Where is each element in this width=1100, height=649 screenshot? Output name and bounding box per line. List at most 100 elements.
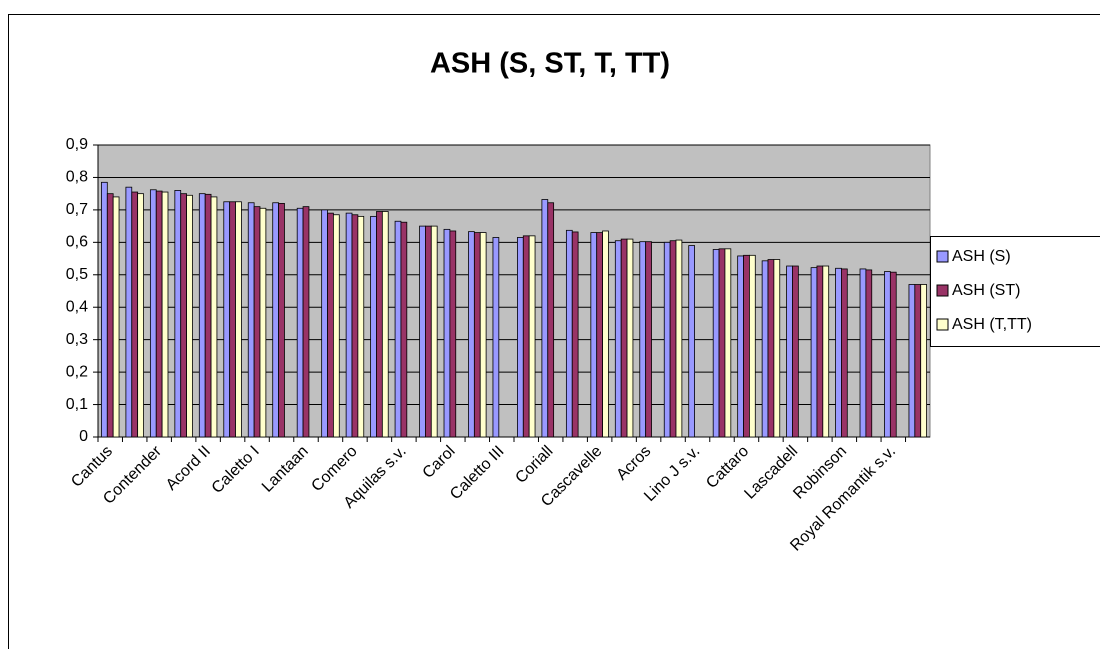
legend-swatch (936, 284, 949, 297)
bar (223, 201, 231, 438)
y-tick-label: 0,1 (66, 396, 88, 413)
bar (253, 206, 261, 438)
bar (443, 228, 451, 438)
y-tick-label: 0,4 (66, 298, 88, 315)
bar (884, 271, 891, 438)
bar (186, 194, 193, 438)
bar (149, 189, 157, 438)
bar (425, 225, 432, 438)
bar (345, 212, 353, 438)
bar (773, 259, 781, 438)
bar (767, 259, 775, 438)
bar (889, 271, 897, 438)
bar (688, 245, 695, 438)
bar (602, 230, 609, 438)
bar (718, 248, 726, 438)
bar (614, 240, 622, 438)
bar (468, 231, 475, 438)
bar (920, 284, 927, 438)
bar (743, 254, 750, 438)
y-tick-label: 0,3 (66, 331, 88, 348)
bar (259, 207, 267, 438)
bar (822, 265, 830, 438)
bar (235, 201, 242, 438)
plot-area (97, 144, 931, 438)
legend-label: ASH (S) (952, 248, 1011, 265)
legend-swatch (936, 318, 949, 331)
bar (816, 265, 824, 438)
bar (517, 237, 524, 438)
bar (155, 190, 163, 438)
bar (370, 215, 377, 438)
bar (761, 260, 769, 438)
bar (419, 225, 426, 438)
bar (810, 267, 818, 438)
bar (327, 212, 334, 438)
bar (571, 231, 579, 438)
legend-box (930, 236, 1100, 347)
bar (131, 191, 139, 438)
bar (914, 284, 922, 438)
legend-label: ASH (ST) (952, 282, 1020, 299)
legend-label: ASH (T,TT) (952, 316, 1032, 333)
y-tick-label: 0,5 (66, 266, 88, 283)
bar (174, 190, 182, 438)
bar (204, 193, 212, 438)
bar (247, 202, 255, 438)
bar (321, 209, 328, 438)
bar (528, 235, 536, 438)
bar (449, 230, 457, 438)
bar (376, 211, 383, 438)
bar (430, 225, 438, 438)
bar (210, 196, 218, 438)
legend-swatch (936, 250, 949, 263)
bar (351, 214, 359, 438)
bar (400, 221, 408, 438)
bar (180, 193, 187, 438)
bar (590, 232, 598, 438)
bar (835, 267, 842, 438)
bar (522, 235, 530, 438)
bar (137, 193, 144, 438)
y-tick-label: 0,7 (66, 201, 88, 218)
chart-title: ASH (S, ST, T, TT) (430, 48, 670, 80)
bar (296, 207, 304, 438)
bar (479, 232, 487, 438)
bar (381, 211, 389, 438)
bar (663, 241, 671, 438)
bar (712, 249, 720, 438)
bar (859, 268, 867, 438)
bar (357, 215, 365, 438)
y-tick-label: 0,8 (66, 169, 88, 186)
bar (125, 186, 133, 438)
bar (792, 265, 799, 438)
bar (596, 232, 603, 438)
bar (272, 202, 279, 438)
bar (161, 191, 169, 438)
bar (565, 229, 573, 438)
bar (841, 268, 848, 438)
bar (865, 269, 873, 438)
bar (737, 255, 744, 438)
bar (669, 240, 677, 438)
bar (620, 238, 628, 438)
bar (198, 193, 206, 438)
bar (547, 202, 555, 438)
bar (675, 239, 683, 438)
bar (724, 248, 732, 438)
bar (908, 284, 916, 438)
bar (394, 220, 402, 438)
bar (786, 265, 793, 438)
y-tick-label: 0,6 (66, 234, 88, 251)
y-tick-label: 0,9 (66, 136, 88, 153)
bar (229, 201, 236, 438)
bar (302, 206, 310, 438)
bar (106, 193, 114, 438)
bar (101, 181, 108, 438)
bar (112, 196, 120, 438)
bar (541, 199, 549, 438)
bar (278, 202, 285, 438)
bar (639, 241, 647, 438)
bar (492, 237, 500, 438)
